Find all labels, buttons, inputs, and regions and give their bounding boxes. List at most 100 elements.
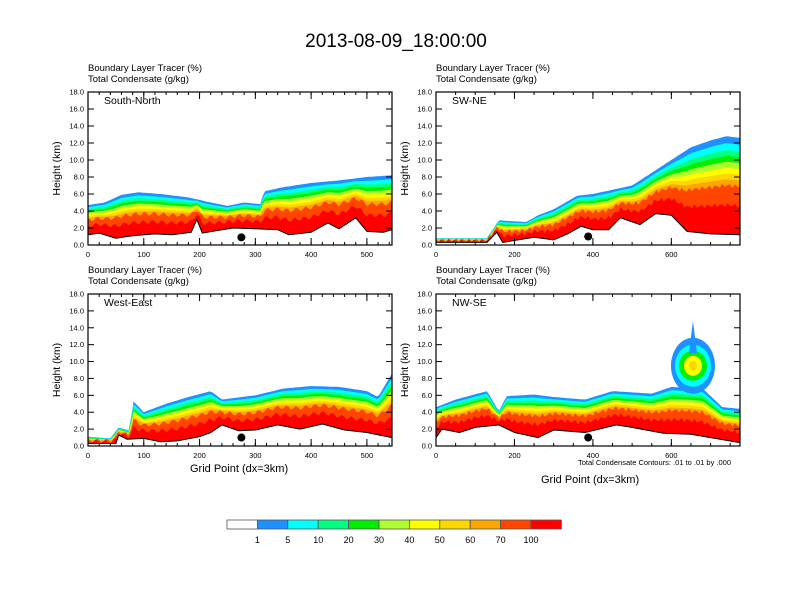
- x-tick-label: 500: [361, 250, 374, 259]
- y-tick-label: 10.0: [69, 156, 84, 165]
- y-tick-label: 18.0: [69, 290, 84, 299]
- y-tick-label: 6.0: [422, 190, 432, 199]
- y-tick-label: 8.0: [422, 173, 432, 182]
- header-line-tracer: Boundary Layer Tracer (%): [88, 63, 203, 74]
- y-tick-label: 14.0: [69, 122, 84, 131]
- y-tick-label: 8.0: [74, 173, 84, 182]
- terrain-line: [88, 423, 393, 444]
- tracer-band-9: [88, 411, 392, 444]
- y-tick-label: 2.0: [74, 224, 84, 233]
- colorbar-label: 40: [404, 535, 414, 545]
- x-tick-label: 0: [86, 250, 90, 259]
- colorbar-swatch: [439, 519, 471, 530]
- panel-sw-ne: 0.0 2.0 4.0 6.0 8.0 10.0 12.0 14.0 16.0 18.0 0 200 4…: [399, 88, 741, 259]
- y-tick-label: 8.0: [74, 374, 84, 383]
- x-tick-label: 200: [508, 250, 521, 259]
- colorbar-swatch: [378, 519, 410, 530]
- colorbar-label: 5: [285, 535, 290, 545]
- header-line-tracer: Boundary Layer Tracer (%): [436, 63, 551, 74]
- y-tick-label: 10.0: [69, 357, 84, 366]
- location-marker: [237, 433, 246, 442]
- y-tick-label: 4.0: [74, 207, 84, 216]
- y-tick-label: 16.0: [69, 105, 84, 114]
- y-tick-label: 4.0: [74, 408, 84, 417]
- y-tick-label: 2.0: [422, 224, 432, 233]
- tracer-band-9: [436, 197, 740, 243]
- y-tick-label: 16.0: [417, 105, 432, 114]
- terrain-line: [435, 424, 741, 444]
- location-marker: [237, 233, 246, 242]
- tracer-band-9: [436, 413, 740, 443]
- y-tick-label: 0.0: [422, 241, 432, 250]
- colorbar-label: 30: [374, 535, 384, 545]
- plume-contour-4: [688, 360, 697, 371]
- x-tick-label: 100: [138, 451, 151, 460]
- tracer-band-9: [88, 206, 392, 239]
- panel-nw-se: 0.0 2.0 4.0 6.0 8.0 10.0 12.0 14.0 16.0 18.0 0 200 4…: [399, 290, 741, 460]
- tracer-band-8: [436, 183, 740, 243]
- colorbar-swatch: [408, 519, 441, 530]
- colorbar-label: 10: [313, 535, 323, 545]
- y-tick-label: 12.0: [417, 340, 432, 349]
- y-tick-label: 18.0: [417, 88, 432, 97]
- colorbar-label: 1: [255, 535, 260, 545]
- colorbar-label: 60: [465, 535, 475, 545]
- colorbar-swatch: [500, 519, 532, 530]
- colorbar-label: 20: [344, 535, 354, 545]
- y-axis-label: Height (km): [51, 141, 63, 195]
- header-line-condensate: Total Condensate (g/kg): [88, 74, 189, 85]
- y-tick-label: 8.0: [422, 374, 432, 383]
- plot-frame: [87, 293, 393, 447]
- header-line-condensate: Total Condensate (g/kg): [436, 74, 537, 85]
- plot-frame: [87, 91, 393, 246]
- x-tick-label: 0: [434, 250, 438, 259]
- y-tick-label: 12.0: [69, 340, 84, 349]
- colorbar-swatch: [317, 519, 349, 530]
- y-tick-label: 10.0: [417, 357, 432, 366]
- y-tick-label: 14.0: [417, 122, 432, 131]
- colorbar-swatch: [226, 519, 258, 530]
- y-tick-label: 0.0: [422, 442, 432, 451]
- colorbar-swatch: [287, 519, 319, 530]
- panel-header-nw-se: Boundary Layer Tracer (%) Total Condensa…: [436, 265, 550, 287]
- y-tick-label: 2.0: [422, 425, 432, 434]
- panel-header-south-north: Boundary Layer Tracer (%) Total Condensa…: [88, 63, 202, 85]
- tracer-band-3: [436, 156, 740, 243]
- x-tick-label: 500: [361, 451, 374, 460]
- y-tick-label: 0.0: [74, 241, 84, 250]
- y-axis-label: Height (km): [399, 141, 411, 195]
- y-tick-label: 4.0: [422, 207, 432, 216]
- terrain-line: [87, 217, 393, 239]
- header-line-condensate: Total Condensate (g/kg): [436, 276, 537, 287]
- y-tick-label: 10.0: [417, 156, 432, 165]
- y-tick-label: 14.0: [417, 323, 432, 332]
- colorbar-swatch: [348, 519, 380, 530]
- y-tick-label: 12.0: [69, 139, 84, 148]
- colorbar-label: 50: [435, 535, 445, 545]
- y-tick-label: 12.0: [417, 139, 432, 148]
- contour-annotation: Total Condensate Contours: .01 to .01 by…: [578, 458, 732, 467]
- y-tick-label: 18.0: [69, 88, 84, 97]
- x-tick-label: 400: [305, 250, 318, 259]
- x-axis-label-west-east: Grid Point (dx=3km): [190, 463, 289, 475]
- header-line-tracer: Boundary Layer Tracer (%): [436, 265, 551, 276]
- x-tick-label: 400: [305, 451, 318, 460]
- panel-south-north: 0.0 2.0 4.0 6.0 8.0 10.0 12.0 14.0 16.0 18.0 0 100 2…: [51, 88, 393, 259]
- colorbar-swatch: [469, 519, 501, 530]
- y-axis-label: Height (km): [51, 343, 63, 397]
- tracer-band-2: [436, 150, 740, 243]
- x-tick-label: 400: [587, 451, 600, 460]
- y-tick-label: 6.0: [422, 391, 432, 400]
- panel-name: West-East: [104, 297, 152, 309]
- y-tick-label: 14.0: [69, 323, 84, 332]
- panel-west-east: 0.0 2.0 4.0 6.0 8.0 10.0 12.0 14.0 16.0 18.0 0 100 2…: [51, 290, 393, 460]
- x-tick-label: 600: [665, 250, 678, 259]
- y-tick-label: 16.0: [69, 306, 84, 315]
- x-tick-label: 400: [587, 250, 600, 259]
- x-tick-label: 200: [508, 451, 521, 460]
- y-tick-label: 6.0: [74, 190, 84, 199]
- y-axis-label: Height (km): [399, 343, 411, 397]
- panel-header-west-east: Boundary Layer Tracer (%) Total Condensa…: [88, 265, 202, 287]
- panel-name: South-North: [104, 95, 161, 107]
